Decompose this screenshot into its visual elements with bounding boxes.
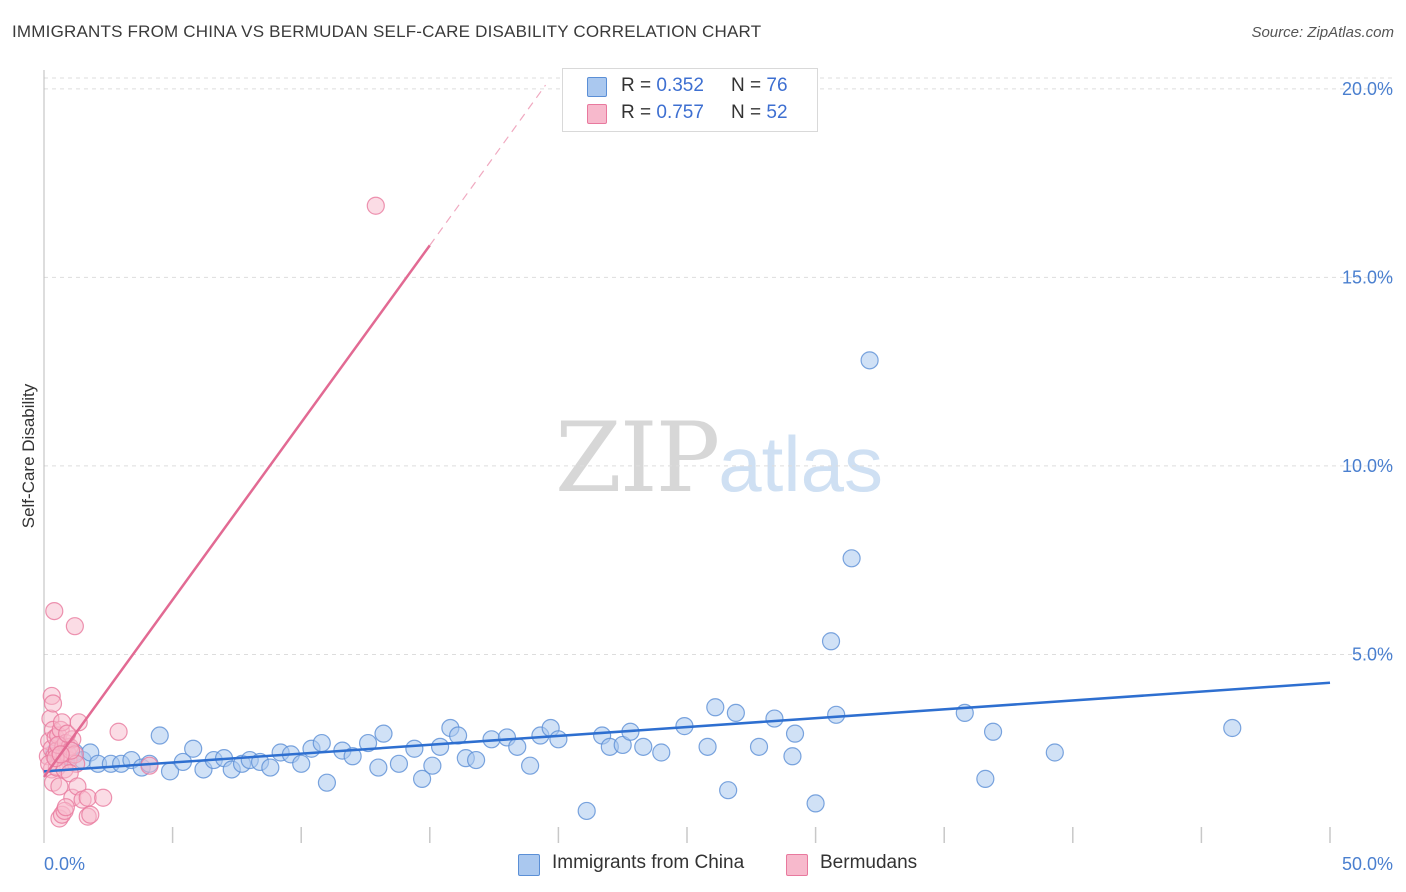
point-china [312,733,331,753]
legend-r: R = 0.757 [621,102,704,124]
legend: R = 0.352 N = 76 R = 0.757 N = 52 [562,68,818,132]
point-china [389,754,409,773]
x-tick-labels: 0.0% 50.0% [44,854,1393,874]
point-china [976,769,995,788]
grid-lines [44,77,1394,655]
x-tick-label-min: 0.0% [44,854,85,874]
point-bermudans [78,788,97,807]
bottom-legend-label: Bermudans [820,852,918,873]
x-tick-label-max: 50.0% [1342,854,1393,874]
point-china [749,737,769,756]
source-label: Source: ZipAtlas.com [1251,24,1394,41]
point-china [150,726,169,745]
point-china [698,737,717,756]
point-china [860,351,879,370]
point-china [634,737,653,756]
point-china [374,724,393,743]
legend-swatch-blue [587,77,607,97]
point-china [821,632,841,651]
point-china [983,722,1003,741]
point-bermudans [94,788,113,807]
point-bermudans [50,777,69,796]
point-china [577,801,596,821]
legend-r-value: 0.757 [656,102,704,123]
point-china [842,549,861,568]
bottom-legend-swatch-pink [786,854,808,876]
point-bermudans [56,798,75,817]
point-china [261,758,280,777]
point-china [549,730,568,749]
trend-line-bermudans [42,244,431,778]
point-china [765,709,784,728]
y-tick-label: 5.0% [1352,644,1393,664]
point-bermudans [81,805,100,824]
legend-n: N = 76 [731,75,788,97]
point-china [1223,718,1242,738]
point-china [369,758,388,777]
y-tick-labels: 5.0% 10.0% 15.0% 20.0% [1342,79,1393,665]
point-china [785,724,805,743]
point-china [184,739,203,758]
y-tick-label: 10.0% [1342,456,1393,476]
point-china [292,754,311,773]
point-bermudans [43,694,63,713]
point-china [405,739,424,758]
point-china [1045,743,1064,762]
point-china [521,756,540,775]
point-china [430,737,450,756]
point-china [358,733,378,753]
point-china [317,773,337,792]
legend-n: N = 52 [731,102,788,124]
point-china [652,743,671,762]
point-china [412,769,432,788]
legend-r-label: R = [621,75,657,96]
point-china [719,781,738,800]
point-bermudans [109,722,128,741]
chart-title: IMMIGRANTS FROM CHINA VS BERMUDAN SELF-C… [12,22,762,41]
series-bermudans [38,196,385,828]
legend-swatch-pink [587,104,607,124]
point-bermudans [45,601,64,621]
point-china [827,705,846,724]
legend-r-label: R = [621,102,657,123]
point-china [466,750,486,770]
y-tick-label: 15.0% [1342,267,1393,287]
point-bermudans [366,196,385,215]
point-china [806,794,825,813]
point-china [508,737,527,756]
legend-r-value: 0.352 [656,75,704,96]
point-china [706,698,725,717]
legend-r: R = 0.352 [621,75,704,97]
legend-n-label: N = [731,75,767,96]
point-china [343,747,362,766]
trend-lines [42,84,1331,778]
trend-line-china [43,681,1331,773]
point-china [783,747,802,766]
bottom-legend-label: Immigrants from China [552,852,745,873]
point-china [423,756,442,775]
y-tick-label: 20.0% [1342,79,1393,99]
bottom-legend-swatch-blue [518,854,540,876]
series-immigrants-from-china [45,351,1242,821]
point-china [726,703,745,723]
point-bermudans [65,617,84,636]
x-minor-ticks [171,827,1331,843]
legend-n-value: 52 [766,102,788,123]
bottom-legend: Immigrants from China Bermudans [0,852,1406,878]
legend-n-value: 76 [766,75,788,96]
trend-line-bermudans-extension [429,84,547,246]
y-axis-label: Self-Care Disability [19,383,38,528]
legend-n-label: N = [731,102,767,123]
